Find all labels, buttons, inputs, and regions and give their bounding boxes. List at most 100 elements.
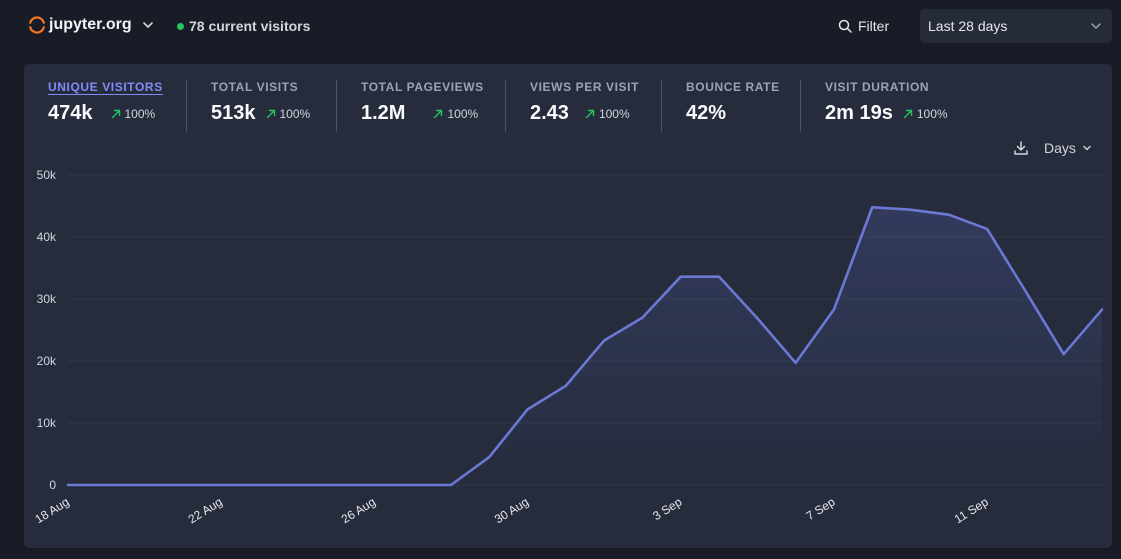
stat-change: 100% [585, 107, 630, 121]
stat-label: UNIQUE VISITORS [48, 80, 163, 94]
series-area [68, 207, 1102, 486]
site-name: jupyter.org [49, 16, 132, 33]
y-tick-label: 20k [37, 354, 57, 368]
data-point[interactable] [295, 482, 301, 488]
data-point[interactable] [448, 482, 454, 488]
stat-visit-duration[interactable]: VISIT DURATION 2m 19s 100% [825, 80, 948, 125]
site-switcher[interactable]: jupyter.org [28, 16, 154, 34]
data-point[interactable] [218, 482, 224, 488]
stat-total-pageviews[interactable]: TOTAL PAGEVIEWS 1.2M 100% [361, 80, 484, 125]
data-point[interactable] [563, 383, 569, 389]
stat-change-value: 100% [124, 106, 156, 121]
x-tick-label: 18 Aug [32, 495, 71, 527]
stat-unique-visitors[interactable]: UNIQUE VISITORS 474k 100% [48, 80, 163, 125]
data-point[interactable] [754, 315, 760, 321]
stat-label: BOUNCE RATE [686, 80, 780, 94]
data-point[interactable] [639, 315, 645, 321]
search-icon [838, 19, 852, 33]
current-visitors[interactable]: 78 current visitors [177, 18, 310, 34]
stat-value: 1.2M [361, 102, 406, 124]
stat-value: 513k [211, 102, 256, 124]
interval-label: Days [1044, 140, 1076, 156]
divider [661, 80, 662, 132]
data-point[interactable] [65, 482, 71, 488]
top-bar: jupyter.org 78 current visitors Filter L… [0, 0, 1121, 56]
arrow-up-right-icon [585, 109, 595, 118]
x-tick-label: 26 Aug [339, 495, 378, 527]
x-tick-label: 11 Sep [952, 495, 991, 527]
stat-label: VIEWS PER VISIT [530, 80, 640, 94]
data-point[interactable] [869, 204, 875, 210]
data-point[interactable] [1022, 288, 1028, 294]
stat-change: 100% [111, 106, 156, 121]
x-tick-label: 22 Aug [186, 495, 225, 527]
data-point[interactable] [486, 454, 492, 460]
data-point[interactable] [678, 274, 684, 280]
data-point[interactable] [716, 274, 722, 280]
data-point[interactable] [601, 338, 607, 344]
stat-value: 42% [686, 102, 727, 124]
data-point[interactable] [946, 212, 952, 218]
arrow-up-right-icon [903, 109, 913, 118]
data-point[interactable] [103, 482, 109, 488]
data-point[interactable] [256, 482, 262, 488]
data-point[interactable] [984, 226, 990, 232]
y-tick-label: 50k [37, 168, 57, 182]
arrow-up-right-icon [434, 109, 443, 118]
stat-label: TOTAL PAGEVIEWS [361, 80, 484, 94]
data-point[interactable] [908, 207, 914, 213]
visitors-chart[interactable]: 0 10k 20k 30k 40k 50k 18 Aug 22 Aug 26 Aug 30 Au… [24, 64, 1112, 548]
data-point[interactable] [1099, 307, 1105, 313]
stat-value: 2.43 [530, 102, 569, 124]
filter-button[interactable]: Filter [838, 18, 889, 34]
arrow-up-right-icon [266, 109, 275, 118]
data-point[interactable] [410, 482, 416, 488]
series-line [66, 205, 1104, 487]
main-graph-card: UNIQUE VISITORS 474k 100% TOTAL VISITS 5… [24, 64, 1112, 548]
data-point[interactable] [831, 307, 837, 313]
jupyter-logo-icon [29, 16, 45, 34]
chevron-down-icon [1091, 23, 1101, 29]
stat-change: 100% [266, 106, 311, 121]
period-label: Last 28 days [928, 18, 1008, 34]
chevron-down-icon [142, 22, 153, 28]
x-tick-label: 3 Sep [650, 494, 684, 523]
divider [186, 80, 187, 132]
x-tick-label: 7 Sep [804, 494, 838, 523]
stat-change-value: 100% [916, 106, 948, 121]
live-dot-icon [177, 22, 184, 30]
y-tick-label: 10k [37, 416, 57, 430]
y-tick-label: 40k [37, 230, 57, 244]
stat-label: TOTAL VISITS [211, 80, 299, 94]
stat-change-value: 100% [279, 106, 311, 121]
stat-value: 474k [48, 102, 93, 124]
arrow-up-right-icon [111, 109, 120, 118]
data-point[interactable] [525, 406, 531, 412]
stat-value: 2m 19s [825, 102, 893, 124]
data-point[interactable] [371, 482, 377, 488]
data-point[interactable] [333, 482, 339, 488]
data-point[interactable] [142, 482, 148, 488]
stat-change-value: 100% [598, 106, 630, 121]
period-select[interactable]: Last 28 days [920, 9, 1112, 43]
download-icon[interactable] [1013, 140, 1029, 156]
stat-change: 100% [433, 107, 478, 121]
y-tick-label: 0 [49, 478, 56, 492]
interval-picker[interactable]: Days [1044, 140, 1092, 156]
stat-bounce-rate[interactable]: BOUNCE RATE 42% [686, 80, 780, 125]
x-tick-label: 30 Aug [492, 495, 531, 527]
stat-change-value: 100% [447, 106, 479, 121]
chevron-down-icon [1083, 145, 1091, 151]
current-visitors-label: 78 current visitors [189, 18, 311, 34]
data-point[interactable] [793, 360, 799, 366]
divider [800, 80, 801, 132]
y-tick-label: 30k [37, 292, 57, 306]
data-point[interactable] [1061, 351, 1067, 357]
divider [505, 80, 506, 132]
stat-label: VISIT DURATION [825, 80, 930, 94]
filter-label: Filter [858, 18, 890, 34]
divider [336, 80, 337, 132]
stat-total-visits[interactable]: TOTAL VISITS 513k 100% [211, 80, 310, 125]
stat-views-per-visit[interactable]: VIEWS PER VISIT 2.43 100% [530, 80, 639, 125]
data-point[interactable] [180, 482, 186, 488]
